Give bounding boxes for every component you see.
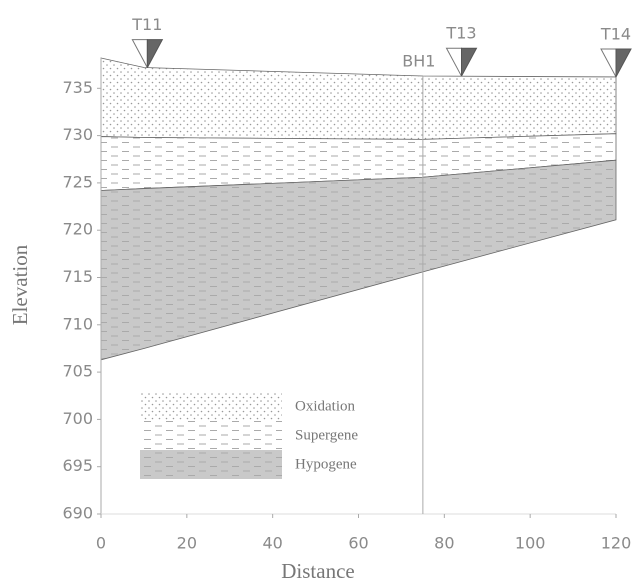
legend-swatch-pattern [140, 421, 282, 450]
legend-swatch-pattern [140, 450, 282, 479]
y-axis-title: Elevation [8, 244, 32, 325]
borehole-marker [445, 47, 462, 77]
borehole-label: T13 [445, 24, 476, 43]
y-tick-label: 720 [62, 220, 93, 239]
y-tick-label: 705 [62, 362, 93, 381]
x-tick-label: 0 [96, 534, 106, 553]
y-tick-label: 715 [62, 267, 93, 286]
y-tick-label: 735 [62, 78, 93, 97]
legend-label: Oxidation [295, 398, 355, 414]
x-tick-label: 60 [348, 534, 368, 553]
legend-label: Supergene [295, 427, 358, 443]
y-tick-label: 700 [62, 409, 93, 428]
y-tick-label: 695 [62, 456, 93, 475]
x-tick-label: 80 [434, 534, 454, 553]
y-tick-label: 690 [62, 504, 93, 523]
legend-label: Hypogene [295, 456, 357, 472]
x-axis-title: Distance [281, 559, 354, 583]
section-label: BH1 [402, 52, 435, 71]
layer-pattern [100, 57, 617, 140]
borehole-marker [600, 48, 617, 78]
borehole-marker [131, 39, 148, 68]
layer-pattern [100, 159, 617, 361]
borehole-marker-shade [146, 39, 164, 68]
y-tick-label: 730 [62, 125, 93, 144]
borehole-marker-shade [615, 48, 632, 78]
borehole-label: T14 [600, 24, 631, 43]
x-tick-label: 120 [601, 534, 632, 553]
borehole-marker-shade [461, 47, 478, 77]
x-tick-label: 20 [177, 534, 197, 553]
y-tick-label: 725 [62, 172, 93, 191]
y-tick-label: 710 [62, 314, 93, 333]
x-tick-label: 100 [515, 534, 546, 553]
legend-swatch-pattern [140, 392, 282, 421]
x-tick-label: 40 [262, 534, 282, 553]
borehole-label: T11 [131, 15, 162, 34]
